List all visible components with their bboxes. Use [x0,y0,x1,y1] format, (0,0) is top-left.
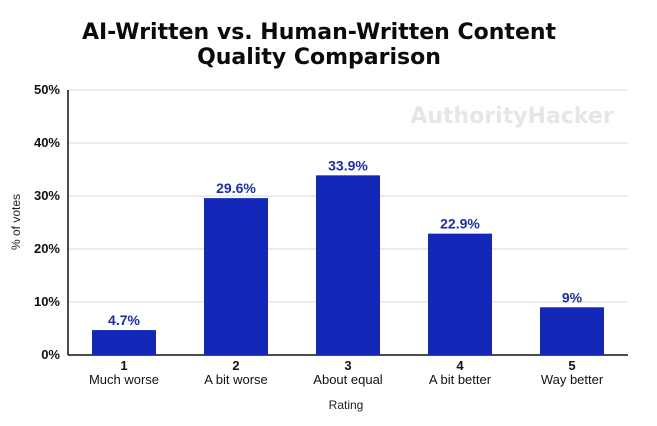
x-tick-label: Way better [541,372,604,387]
chart-title-line-1: AI-Written vs. Human-Written Content [82,20,557,45]
watermark-text: AuthorityHacker [410,104,613,129]
x-tick-label: A bit better [429,372,492,387]
x-tick-label: Much worse [89,372,159,387]
y-tick-label: 40% [34,135,60,150]
bar [92,330,156,355]
data-label: 22.9% [440,216,480,232]
x-tick-number: 1 [120,358,127,373]
y-axis-title: % of votes [9,194,23,250]
x-tick-label: A bit worse [204,372,268,387]
x-tick-label: About equal [313,372,383,387]
y-tick-label: 30% [34,188,60,203]
x-tick-number: 4 [456,358,464,373]
data-label: 4.7% [108,312,140,328]
chart-title-line-2: Quality Comparison [197,45,441,70]
y-tick-label: 50% [34,82,60,97]
y-tick-label: 10% [34,294,60,309]
y-tick-label: 0% [41,347,60,362]
bar [204,198,268,355]
bar [316,175,380,355]
data-label: 29.6% [216,180,256,196]
bar [428,233,492,355]
data-label: 33.9% [328,157,368,173]
y-tick-label: 20% [34,241,60,256]
x-axis-title: Rating [329,398,364,412]
bar [540,307,604,355]
x-tick-number: 3 [344,358,351,373]
x-tick-number: 2 [232,358,239,373]
data-label: 9% [562,289,583,305]
bars [92,175,604,355]
x-tick-number: 5 [568,358,575,373]
